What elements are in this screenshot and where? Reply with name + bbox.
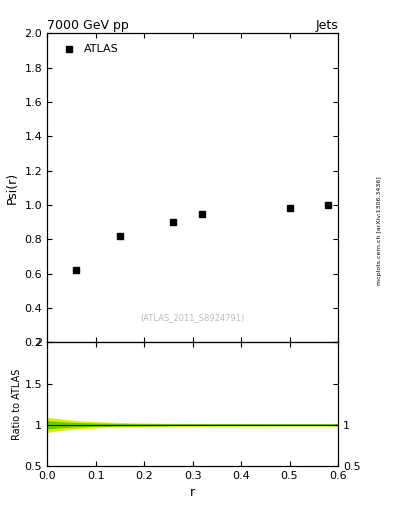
Line: ATLAS: ATLAS: [73, 202, 332, 274]
Text: Jets: Jets: [315, 19, 338, 32]
ATLAS: [171, 219, 176, 225]
ATLAS: [326, 202, 331, 208]
ATLAS: [200, 210, 205, 217]
ATLAS: [118, 233, 122, 239]
ATLAS: [74, 267, 79, 273]
ATLAS: [287, 205, 292, 211]
X-axis label: r: r: [190, 486, 195, 499]
Text: mcplots.cern.ch [arXiv:1306.3436]: mcplots.cern.ch [arXiv:1306.3436]: [377, 176, 382, 285]
Legend: ATLAS: ATLAS: [53, 39, 124, 60]
Y-axis label: Psi(r): Psi(r): [6, 172, 19, 204]
Text: (ATLAS_2011_S8924791): (ATLAS_2011_S8924791): [140, 313, 245, 322]
Text: 7000 GeV pp: 7000 GeV pp: [47, 19, 129, 32]
Y-axis label: Ratio to ATLAS: Ratio to ATLAS: [12, 369, 22, 440]
